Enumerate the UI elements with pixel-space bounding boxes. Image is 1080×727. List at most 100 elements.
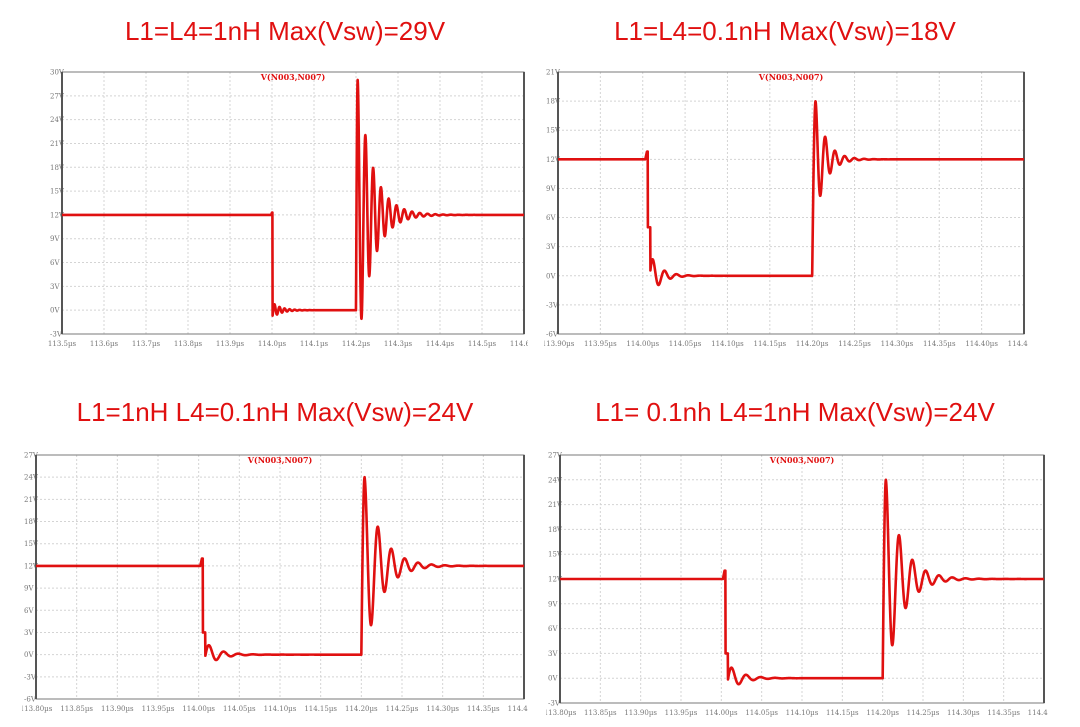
y-tick-label: 30V <box>50 69 65 77</box>
x-tick-label: 114.30µs <box>426 705 459 713</box>
x-tick-label: 113.8µs <box>174 340 203 348</box>
y-tick-label: 27V <box>548 452 563 460</box>
plot-area <box>62 72 524 334</box>
x-tick-label: 114.5µs <box>468 340 497 348</box>
x-tick-label: 114.20µs <box>796 340 829 348</box>
waveform-plot: 113.90µs 113.95µs 114.00µs 114.05µs 114.10µs… <box>544 69 1028 349</box>
y-tick-label: 12V <box>50 211 65 219</box>
x-tick-label: 113.6µs <box>90 340 119 348</box>
y-tick-label: 9V <box>50 235 60 243</box>
x-tick-label: 114.15µs <box>304 705 337 713</box>
y-tick-label: 18V <box>546 98 561 106</box>
x-tick-label: 114.20µs <box>345 705 378 713</box>
chart-title: L1=L4=1nH Max(Vsw)=29V <box>124 16 446 46</box>
y-tick-label: 27V <box>24 452 39 460</box>
trace-label: V(N003,N007) <box>758 72 824 82</box>
x-tick-label: 113.5µs <box>48 340 76 348</box>
y-tick-label: 15V <box>50 188 65 196</box>
x-tick-label: 114.05µs <box>669 340 702 348</box>
x-tick-label: 114.05µs <box>223 705 256 713</box>
y-tick-label: 18V <box>24 518 39 526</box>
x-tick-label: 114.1µs <box>300 340 329 348</box>
x-tick-label: 114.35µs <box>923 340 956 348</box>
x-tick-label: 114.10µs <box>711 340 744 348</box>
chart-panel-bottom-left: L1=1nH L4=0.1nH Max(Vsw)=24V 113.80µs 113… <box>20 393 530 723</box>
x-tick-label: 114.20µs <box>866 709 899 717</box>
y-tick-label: 21V <box>548 501 563 509</box>
x-tick-label: 113.80µs <box>22 705 53 713</box>
chart-panel-bottom-right: L1= 0.1nh L4=1nH Max(Vsw)=24V 113.80µs 11… <box>540 393 1050 723</box>
x-tick-label: 113.7µs <box>132 340 161 348</box>
x-tick-label: 114.05µs <box>745 709 778 717</box>
trace-label: V(N003,N007) <box>769 455 835 465</box>
y-tick-label: 21V <box>546 69 561 77</box>
x-tick-label: 114.2µs <box>342 340 371 348</box>
x-tick-label: 114.4µs <box>426 340 455 348</box>
x-tick-label: 114.30µs <box>947 709 980 717</box>
y-tick-label: 24V <box>548 476 563 484</box>
x-tick-label: 114.00µs <box>182 705 215 713</box>
y-tick-label: 0V <box>50 307 60 315</box>
x-tick-label: 114.15µs <box>753 340 786 348</box>
y-tick-label: 6V <box>546 214 556 222</box>
y-tick-label: -6V <box>24 696 37 704</box>
y-tick-label: 3V <box>50 283 60 291</box>
x-tick-label: 114.40µs <box>965 340 998 348</box>
x-tick-label: 114.40µs <box>1028 709 1048 717</box>
x-tick-label: 113.90µs <box>101 705 134 713</box>
y-tick-label: 18V <box>50 164 65 172</box>
y-tick-label: 27V <box>50 92 65 100</box>
y-tick-label: -3V <box>50 331 63 339</box>
chart-title: L1=1nH L4=0.1nH Max(Vsw)=24V <box>76 397 474 427</box>
x-tick-label: 113.85µs <box>584 709 617 717</box>
voltage-trace <box>34 475 526 662</box>
y-tick-label: 3V <box>24 629 34 637</box>
x-tick-label: 113.95µs <box>665 709 698 717</box>
y-tick-label: 15V <box>546 127 561 135</box>
x-tick-label: 113.85µs <box>60 705 93 713</box>
x-tick-label: 113.95µs <box>142 705 175 713</box>
x-tick-label: 113.9µs <box>216 340 245 348</box>
y-tick-label: 0V <box>548 675 558 683</box>
y-tick-label: 9V <box>546 185 556 193</box>
y-tick-label: 12V <box>546 156 561 164</box>
x-tick-label: 114.30µs <box>881 340 914 348</box>
y-tick-label: 12V <box>548 576 563 584</box>
x-tick-label: 114.25µs <box>838 340 871 348</box>
waveform-plot: 113.5µs 113.6µs 113.7µs 113.8µs 113.9µs 114.0… <box>48 69 528 349</box>
y-tick-label: 12V <box>24 562 39 570</box>
trace-label: V(N003,N007) <box>247 455 313 465</box>
y-tick-label: 24V <box>50 116 65 124</box>
y-tick-label: 18V <box>548 526 563 534</box>
x-tick-label: 114.00µs <box>626 340 659 348</box>
plot-area <box>558 72 1024 334</box>
x-tick-label: 113.90µs <box>624 709 657 717</box>
x-tick-label: 114.3µs <box>384 340 413 348</box>
y-tick-label: 24V <box>24 474 39 482</box>
y-tick-label: 15V <box>548 551 563 559</box>
y-tick-label: 0V <box>546 272 556 280</box>
y-tick-label: 0V <box>24 651 34 659</box>
trace-label: V(N003,N007) <box>260 72 326 82</box>
chart-panel-top-right: L1=L4=0.1nH Max(Vsw)=18V 113.90µs 113.95µ… <box>540 12 1030 348</box>
x-tick-label: 114.25µs <box>907 709 940 717</box>
x-tick-label: 114.00µs <box>705 709 738 717</box>
chart-title: L1= 0.1nh L4=1nH Max(Vsw)=24V <box>595 397 995 427</box>
x-tick-label: 114.6µs <box>510 340 528 348</box>
x-tick-label: 114.10µs <box>264 705 297 713</box>
chart-title: L1=L4=0.1nH Max(Vsw)=18V <box>614 16 956 46</box>
x-tick-label: 113.95µs <box>584 340 617 348</box>
y-tick-label: -3V <box>548 700 561 708</box>
y-tick-label: 15V <box>24 540 39 548</box>
waveform-plot: 113.80µs 113.85µs 113.90µs 113.95µs 114.00µs… <box>546 452 1048 718</box>
waveform-plot: 113.80µs 113.85µs 113.90µs 113.95µs 114.00µs… <box>22 452 528 714</box>
x-tick-label: 114.15µs <box>826 709 859 717</box>
voltage-trace <box>558 478 1046 686</box>
y-tick-label: 21V <box>24 496 39 504</box>
x-tick-label: 114.40µs <box>508 705 528 713</box>
y-tick-label: 3V <box>546 243 556 251</box>
chart-panel-top-left: L1=L4=1nH Max(Vsw)=29V 113.5µs 113.6µs 113… <box>40 12 530 348</box>
x-tick-label: 114.35µs <box>987 709 1020 717</box>
y-tick-label: 9V <box>24 585 34 593</box>
x-tick-label: 114.45µs <box>1008 340 1028 348</box>
